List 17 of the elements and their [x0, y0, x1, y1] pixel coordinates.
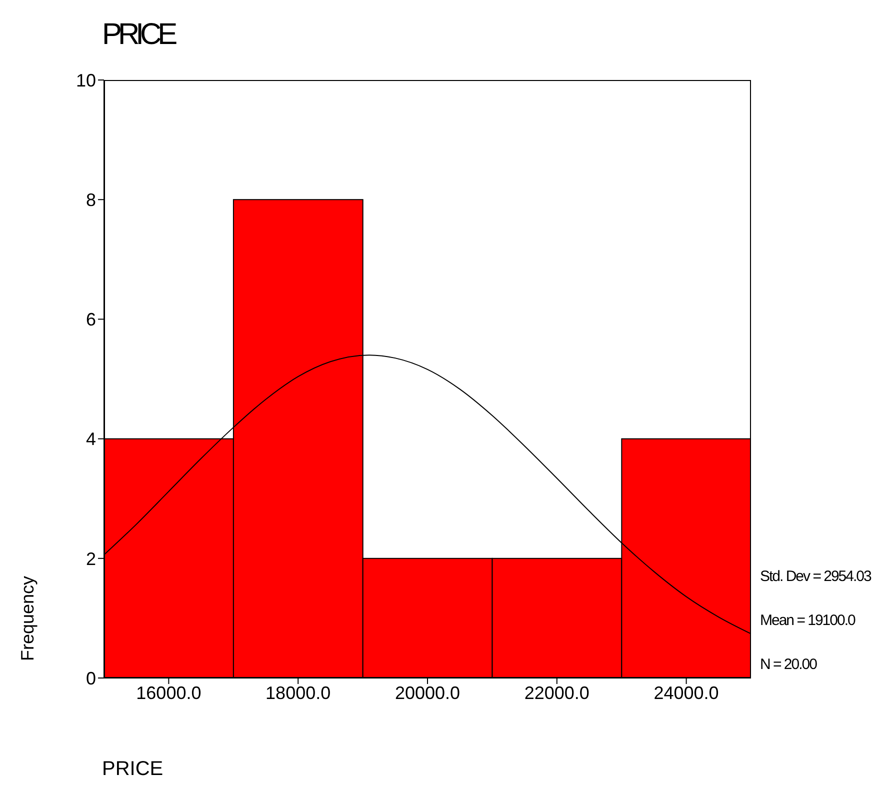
text: Std. Dev = 2954.03 [760, 568, 871, 585]
chart-title: PRICE [102, 18, 174, 52]
y-tick-label: 8 [86, 190, 96, 210]
text: N = 20.00 [760, 656, 816, 673]
y-axis-title: Frequency [18, 574, 38, 664]
x-tick-label: 20000.0 [394, 682, 460, 703]
x-tick-label: 18000.0 [266, 682, 331, 703]
y-tick-label: 2 [86, 548, 96, 569]
y-tick-label: 0 [86, 668, 96, 688]
text: Mean = 19100.0 [760, 612, 855, 629]
y-tick-label: 6 [86, 310, 96, 330]
x-tick-label: 16000.0 [136, 682, 202, 703]
y-tick-label: 4 [86, 429, 96, 450]
x-axis-title: PRICE [102, 758, 164, 781]
x-tick-label: 22000.0 [524, 682, 590, 703]
x-tick-label: 24000.0 [654, 682, 719, 703]
y-tick-label: 10 [76, 70, 96, 90]
